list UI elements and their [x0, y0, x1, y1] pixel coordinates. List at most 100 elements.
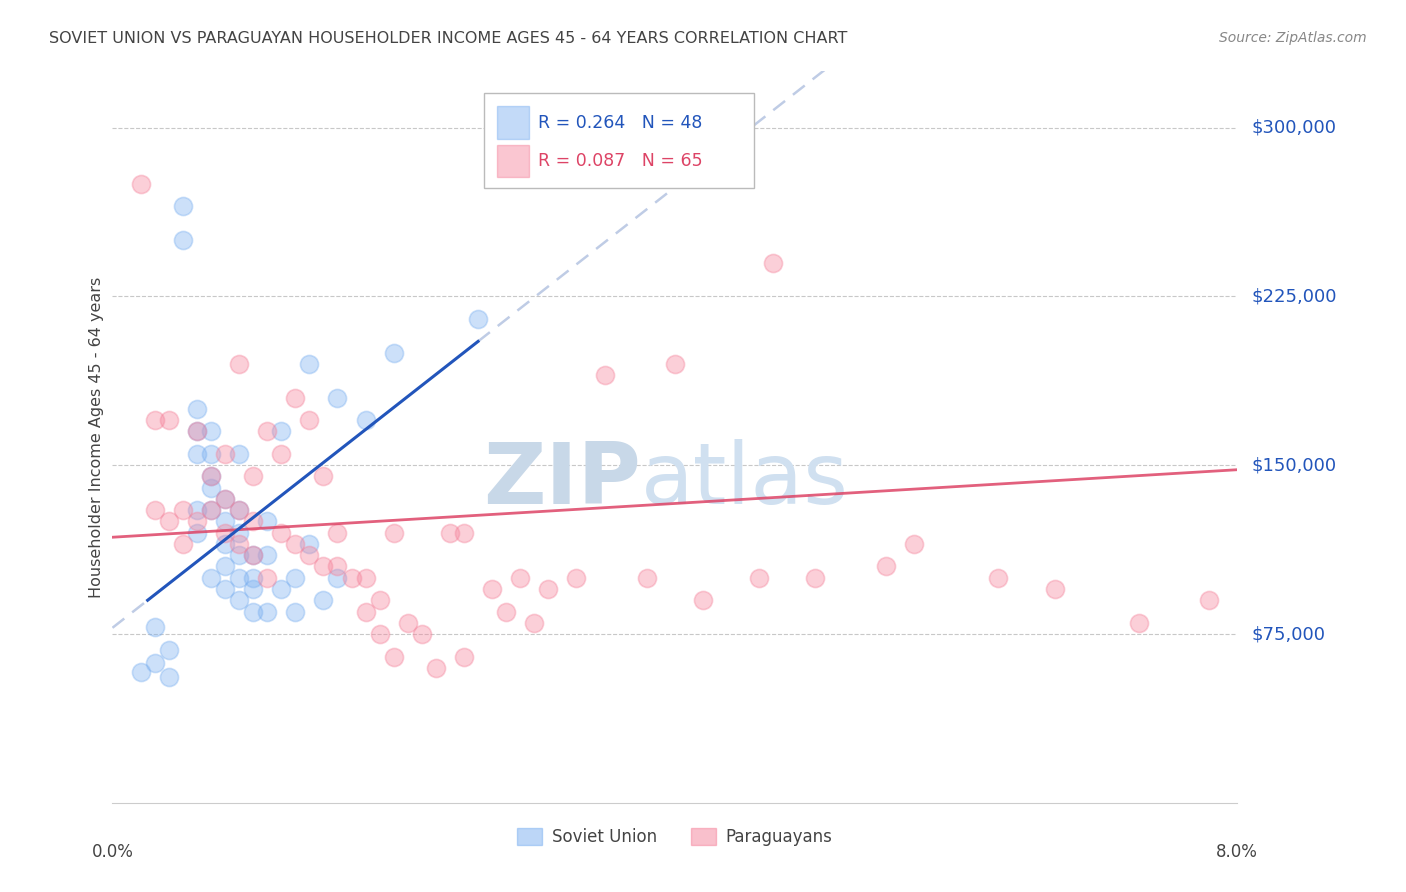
Point: [481, 582, 503, 596]
Point: [214, 559, 236, 574]
Text: $75,000: $75,000: [1251, 625, 1326, 643]
Point: [214, 525, 236, 540]
Point: [1198, 593, 1220, 607]
Point: [396, 615, 419, 630]
Point: [256, 571, 278, 585]
Point: [143, 657, 166, 671]
Point: [157, 642, 180, 657]
Point: [143, 503, 166, 517]
Point: [354, 605, 377, 619]
Point: [157, 515, 180, 529]
Point: [256, 548, 278, 562]
Point: [692, 593, 714, 607]
Point: [214, 491, 236, 506]
Point: [368, 593, 391, 607]
Point: [186, 401, 208, 416]
Point: [903, 537, 925, 551]
Point: [326, 525, 349, 540]
Point: [200, 503, 222, 517]
Point: [186, 525, 208, 540]
Point: [200, 481, 222, 495]
Point: [987, 571, 1010, 585]
Text: $150,000: $150,000: [1251, 456, 1336, 475]
Point: [354, 571, 377, 585]
Point: [284, 605, 307, 619]
Point: [186, 503, 208, 517]
Point: [172, 537, 194, 551]
Point: [200, 503, 222, 517]
Point: [382, 525, 405, 540]
Point: [326, 571, 349, 585]
Point: [143, 620, 166, 634]
Point: [242, 605, 264, 619]
Point: [368, 627, 391, 641]
Point: [270, 582, 292, 596]
Point: [411, 627, 433, 641]
Point: [593, 368, 616, 383]
Point: [523, 615, 546, 630]
Point: [214, 537, 236, 551]
Point: [284, 571, 307, 585]
Point: [129, 177, 152, 191]
Text: 0.0%: 0.0%: [91, 843, 134, 862]
Point: [228, 571, 250, 585]
Point: [664, 357, 686, 371]
Point: [298, 357, 321, 371]
Point: [186, 425, 208, 439]
Point: [228, 537, 250, 551]
Point: [242, 582, 264, 596]
Point: [284, 537, 307, 551]
Point: [270, 447, 292, 461]
Point: [143, 413, 166, 427]
Point: [636, 571, 658, 585]
Point: [340, 571, 363, 585]
Point: [425, 661, 447, 675]
Point: [1043, 582, 1066, 596]
Point: [495, 605, 517, 619]
Point: [157, 413, 180, 427]
Point: [186, 447, 208, 461]
Point: [298, 548, 321, 562]
Point: [298, 537, 321, 551]
Point: [186, 425, 208, 439]
Point: [453, 525, 475, 540]
Point: [565, 571, 588, 585]
FancyBboxPatch shape: [498, 145, 529, 178]
Text: atlas: atlas: [641, 440, 849, 523]
Point: [312, 469, 335, 483]
Point: [228, 503, 250, 517]
Point: [354, 413, 377, 427]
FancyBboxPatch shape: [498, 106, 529, 138]
Y-axis label: Householder Income Ages 45 - 64 years: Householder Income Ages 45 - 64 years: [89, 277, 104, 598]
Text: SOVIET UNION VS PARAGUAYAN HOUSEHOLDER INCOME AGES 45 - 64 YEARS CORRELATION CHA: SOVIET UNION VS PARAGUAYAN HOUSEHOLDER I…: [49, 31, 848, 46]
Point: [214, 582, 236, 596]
Point: [200, 469, 222, 483]
Point: [256, 605, 278, 619]
Point: [467, 312, 489, 326]
Point: [748, 571, 770, 585]
Point: [312, 593, 335, 607]
Point: [509, 571, 531, 585]
Point: [270, 525, 292, 540]
Point: [298, 413, 321, 427]
Point: [200, 571, 222, 585]
Point: [1128, 615, 1150, 630]
Point: [214, 447, 236, 461]
Point: [242, 548, 264, 562]
Point: [172, 199, 194, 213]
Point: [242, 469, 264, 483]
Point: [256, 515, 278, 529]
Point: [242, 515, 264, 529]
Point: [242, 571, 264, 585]
Text: R = 0.087   N = 65: R = 0.087 N = 65: [537, 153, 702, 170]
Point: [228, 593, 250, 607]
Text: $300,000: $300,000: [1251, 119, 1336, 136]
Point: [172, 503, 194, 517]
Point: [875, 559, 897, 574]
Point: [762, 255, 785, 269]
Text: Source: ZipAtlas.com: Source: ZipAtlas.com: [1219, 31, 1367, 45]
Point: [157, 670, 180, 684]
Text: 8.0%: 8.0%: [1216, 843, 1258, 862]
Point: [228, 525, 250, 540]
Point: [200, 447, 222, 461]
